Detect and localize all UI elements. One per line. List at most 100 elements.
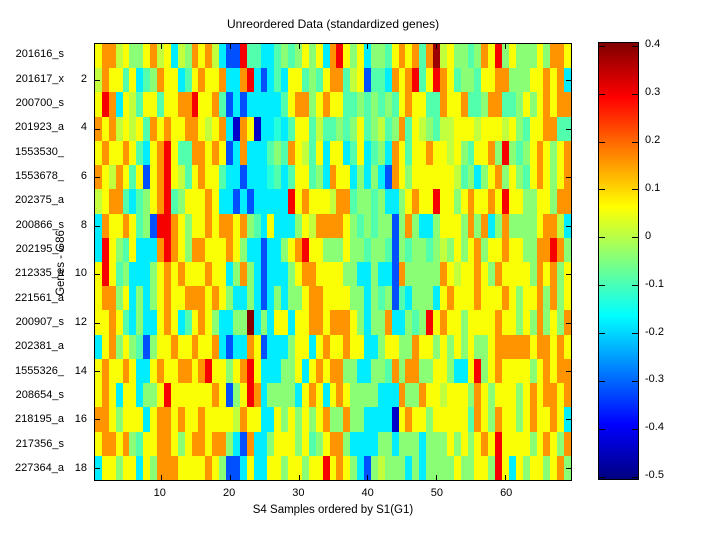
heatmap-cell bbox=[370, 286, 378, 311]
heatmap-cell bbox=[239, 165, 247, 190]
heatmap-cell bbox=[198, 189, 206, 214]
heatmap-cell bbox=[253, 68, 261, 93]
heatmap-cell bbox=[274, 116, 282, 141]
heatmap-cell bbox=[460, 407, 468, 432]
heatmap-cell bbox=[308, 116, 316, 141]
heatmap-cell bbox=[219, 237, 227, 262]
heatmap-cell bbox=[191, 334, 199, 359]
heatmap-cell bbox=[274, 261, 282, 287]
heatmap-cell bbox=[550, 407, 558, 432]
heatmap-cell bbox=[384, 140, 392, 166]
heatmap-cell bbox=[508, 358, 516, 384]
heatmap-cell bbox=[108, 455, 116, 480]
heatmap-cell bbox=[315, 310, 323, 335]
heatmap-cell bbox=[288, 261, 296, 287]
heatmap-cell bbox=[329, 237, 337, 262]
heatmap-cell bbox=[529, 140, 537, 166]
heatmap-cell bbox=[384, 68, 392, 93]
heatmap-cell bbox=[226, 165, 233, 190]
heatmap-cell bbox=[460, 286, 468, 311]
heatmap-cell bbox=[143, 165, 151, 190]
colorbar-tick bbox=[599, 477, 605, 478]
heatmap-cell bbox=[384, 286, 392, 311]
heatmap-cell bbox=[370, 431, 378, 456]
heatmap-cell bbox=[426, 455, 434, 480]
heatmap-cell bbox=[267, 455, 275, 480]
heatmap-cell bbox=[508, 237, 516, 262]
heatmap-cell bbox=[177, 310, 185, 335]
heatmap-cell bbox=[557, 286, 565, 311]
heatmap-cell bbox=[301, 334, 309, 359]
heatmap-cell bbox=[212, 68, 220, 93]
heatmap-cell bbox=[377, 261, 385, 287]
heatmap-cell bbox=[453, 68, 461, 93]
heatmap-cell bbox=[136, 44, 144, 69]
heatmap-cell bbox=[350, 310, 358, 335]
figure-title: Unreordered Data (standardized genes) bbox=[226, 17, 440, 31]
heatmap-cell bbox=[433, 455, 440, 480]
heatmap-cell bbox=[219, 431, 227, 456]
gene-label: 202195_s bbox=[15, 242, 64, 255]
heatmap-cell bbox=[515, 310, 523, 335]
heatmap-cell bbox=[267, 116, 275, 141]
heatmap-cell bbox=[95, 116, 102, 141]
heatmap-cell bbox=[350, 44, 358, 69]
heatmap-cell bbox=[543, 383, 551, 408]
heatmap-cell bbox=[246, 92, 254, 117]
heatmap-cell bbox=[439, 310, 447, 335]
heatmap-cell bbox=[136, 140, 144, 166]
heatmap-cell bbox=[370, 116, 378, 141]
heatmap-cell bbox=[239, 286, 247, 311]
heatmap-cell bbox=[184, 237, 192, 262]
heatmap-cell bbox=[253, 261, 261, 287]
heatmap-cell bbox=[143, 261, 151, 287]
heatmap-cell bbox=[260, 237, 268, 262]
heatmap-cell bbox=[446, 310, 454, 335]
heatmap-cell bbox=[357, 92, 365, 117]
heatmap-cell bbox=[246, 310, 254, 335]
heatmap-cell bbox=[267, 431, 275, 456]
colorbar-tick bbox=[599, 189, 605, 190]
axis-tick-mark bbox=[299, 475, 300, 480]
heatmap-cell bbox=[301, 383, 309, 408]
heatmap-cell bbox=[288, 92, 296, 117]
heatmap-cell bbox=[308, 68, 316, 93]
heatmap-cell bbox=[446, 140, 454, 166]
heatmap-cell bbox=[308, 140, 316, 166]
heatmap-cell bbox=[205, 237, 213, 262]
heatmap-cell bbox=[295, 358, 302, 384]
heatmap-cell bbox=[212, 334, 220, 359]
heatmap-cell bbox=[502, 92, 509, 117]
heatmap-cell bbox=[163, 44, 171, 69]
heatmap-cell bbox=[446, 431, 454, 456]
heatmap-cell bbox=[467, 431, 475, 456]
heatmap-cell bbox=[95, 44, 102, 69]
heatmap-cell bbox=[115, 165, 123, 190]
heatmap-cell bbox=[219, 140, 227, 166]
heatmap-cell bbox=[288, 455, 296, 480]
heatmap-cell bbox=[474, 92, 482, 117]
heatmap-cell bbox=[315, 140, 323, 166]
heatmap-cell bbox=[557, 407, 565, 432]
heatmap-cell bbox=[281, 407, 289, 432]
heatmap-cell bbox=[502, 237, 509, 262]
heatmap-cell bbox=[522, 165, 530, 190]
colorbar-tick bbox=[632, 477, 638, 478]
heatmap-cell bbox=[419, 261, 427, 287]
heatmap-cell bbox=[191, 455, 199, 480]
heatmap-cell bbox=[439, 165, 447, 190]
heatmap-cell bbox=[281, 189, 289, 214]
heatmap-cell bbox=[336, 213, 344, 238]
heatmap-cell bbox=[453, 334, 461, 359]
heatmap-cell bbox=[198, 431, 206, 456]
heatmap-cell bbox=[95, 358, 102, 384]
axis-tick-mark bbox=[299, 44, 300, 49]
heatmap-cell bbox=[267, 407, 275, 432]
heatmap-cell bbox=[198, 116, 206, 141]
heatmap-cell bbox=[446, 44, 454, 69]
heatmap-cell bbox=[336, 116, 344, 141]
heatmap-cell bbox=[288, 383, 296, 408]
heatmap-cell bbox=[163, 165, 171, 190]
heatmap-cell bbox=[295, 286, 302, 311]
heatmap-cell bbox=[488, 44, 496, 69]
